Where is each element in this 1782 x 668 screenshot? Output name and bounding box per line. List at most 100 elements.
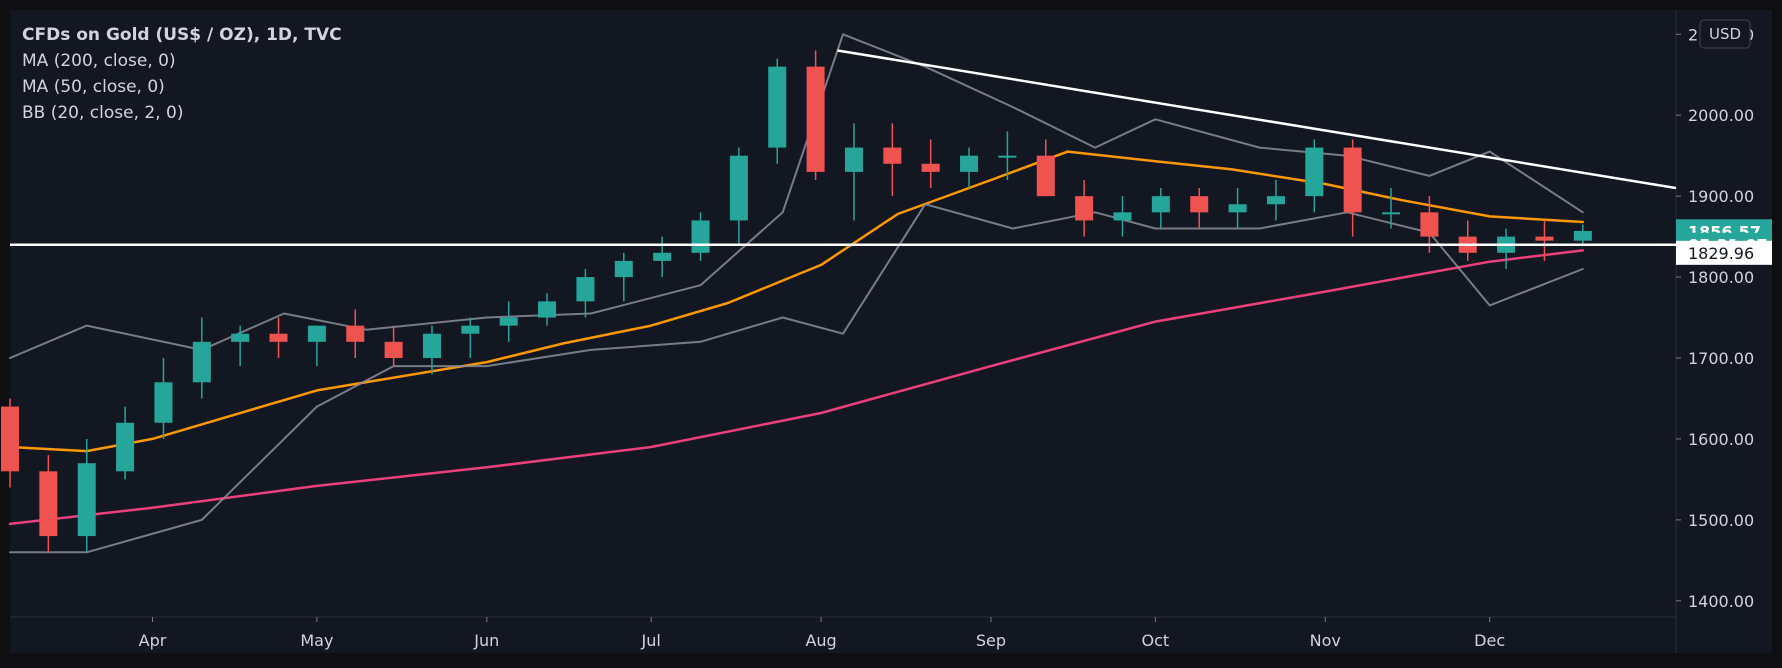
- candle-body: [1113, 212, 1132, 221]
- candle: [1573, 224, 1592, 245]
- candle: [1113, 196, 1132, 237]
- candle-body: [116, 422, 135, 472]
- candle-body: [1382, 212, 1401, 215]
- y-tick-label: 1900.00: [1688, 187, 1754, 206]
- candle-body: [39, 471, 58, 537]
- candle-body: [269, 333, 288, 342]
- candle-body: [77, 463, 96, 537]
- candle-body: [499, 317, 518, 326]
- x-tick-label: Aug: [805, 631, 836, 650]
- candle-body: [1, 406, 19, 472]
- candle: [1305, 139, 1324, 213]
- candle-body: [806, 66, 825, 172]
- candle: [960, 147, 979, 189]
- candle-body: [231, 333, 250, 342]
- x-tick-label: May: [300, 631, 333, 650]
- candle: [844, 123, 863, 221]
- y-tick-label: 1600.00: [1688, 430, 1754, 449]
- series-line-1: [8, 150, 1585, 453]
- candle-body: [960, 155, 979, 172]
- candle-body: [1151, 196, 1170, 213]
- candle: [1382, 188, 1401, 229]
- chart-legend: CFDs on Gold (US$ / OZ), 1D, TVC MA (200…: [22, 25, 342, 123]
- x-tick-label: Jun: [473, 631, 499, 650]
- price-badges: 1856.5705:31:071829.96: [1676, 219, 1772, 265]
- candle: [422, 325, 441, 375]
- candle: [1420, 196, 1439, 253]
- candle: [499, 301, 518, 342]
- candle-body: [998, 155, 1017, 158]
- candle-body: [192, 341, 211, 383]
- candle: [116, 406, 135, 480]
- x-tick-label: Nov: [1310, 631, 1341, 650]
- candle-body: [1305, 147, 1324, 197]
- currency-button[interactable]: USD: [1699, 19, 1751, 49]
- series-line-0: [8, 249, 1585, 526]
- candle-body: [1266, 196, 1285, 205]
- candle: [1535, 220, 1554, 261]
- legend-ma200[interactable]: MA (200, close, 0): [22, 51, 176, 71]
- candle-body: [346, 325, 365, 342]
- candle: [1343, 139, 1362, 237]
- candle: [1036, 139, 1055, 197]
- candle-body: [307, 325, 326, 342]
- candle-body: [1343, 147, 1362, 213]
- candle-body: [461, 325, 480, 334]
- candle-body: [883, 147, 902, 164]
- candle-body: [653, 252, 672, 261]
- drawing-layer: [10, 49, 1677, 246]
- candle: [1266, 179, 1285, 221]
- candle-body: [614, 260, 633, 278]
- y-tick-label: 1400.00: [1688, 592, 1754, 611]
- candle-body: [538, 301, 557, 318]
- candle-body: [1228, 204, 1247, 213]
- candle: [231, 325, 250, 367]
- candle: [538, 293, 557, 326]
- candle-layer: [1, 50, 1592, 553]
- candle: [883, 123, 902, 197]
- x-tick-label: Jul: [641, 631, 661, 650]
- x-tick-label: Oct: [1142, 631, 1170, 650]
- price-badge-label: 1829.96: [1688, 244, 1754, 263]
- y-tick-label: 1700.00: [1688, 349, 1754, 368]
- candle: [461, 317, 480, 359]
- candle-body: [691, 220, 710, 253]
- candle: [346, 309, 365, 359]
- legend-title[interactable]: CFDs on Gold (US$ / OZ), 1D, TVC: [22, 25, 342, 45]
- candle: [77, 438, 96, 553]
- candle: [269, 317, 288, 359]
- legend-bb[interactable]: BB (20, close, 2, 0): [22, 103, 183, 123]
- candle-body: [1190, 196, 1209, 213]
- legend-ma50[interactable]: MA (50, close, 0): [22, 77, 165, 97]
- candle-body: [921, 163, 940, 172]
- currency-button-label: USD: [1709, 25, 1741, 43]
- time-axis: Apr May Jun Jul Aug Sep Oct Nov Dec: [139, 617, 1505, 650]
- candle-body: [154, 382, 173, 423]
- candle: [384, 325, 403, 367]
- price-badge-box: [1676, 240, 1772, 265]
- descending-trendline: [837, 49, 1677, 190]
- candle: [806, 50, 825, 180]
- x-tick-label: Sep: [976, 631, 1006, 650]
- candle-body: [1036, 155, 1055, 197]
- y-tick-label: 2000.00: [1688, 106, 1754, 125]
- price-badge: 1829.96: [1676, 240, 1772, 265]
- candle: [154, 358, 173, 439]
- candle-body: [729, 155, 748, 221]
- candle: [998, 131, 1017, 180]
- candle: [729, 147, 748, 245]
- chart-panel: [10, 10, 1772, 653]
- candle: [307, 325, 326, 367]
- candle: [614, 252, 633, 302]
- candle: [1190, 188, 1209, 229]
- candle-body: [768, 66, 787, 148]
- candle: [921, 139, 940, 189]
- y-tick-label: 1800.00: [1688, 268, 1754, 287]
- candle: [1151, 188, 1170, 229]
- candle-body: [1535, 236, 1554, 241]
- x-tick-label: Dec: [1474, 631, 1505, 650]
- candle: [576, 268, 595, 318]
- y-tick-label: 1500.00: [1688, 511, 1754, 530]
